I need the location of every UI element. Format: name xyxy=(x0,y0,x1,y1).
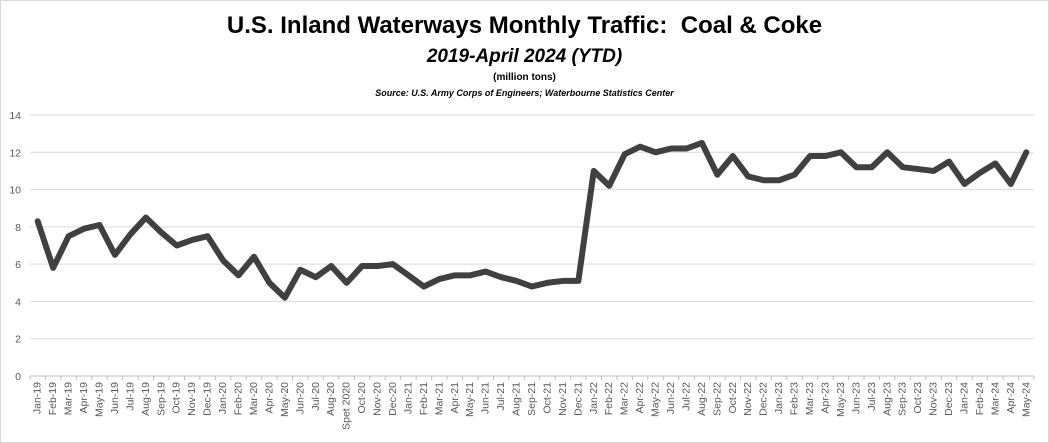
x-tick-label: Jun-19 xyxy=(109,382,121,414)
x-tick-label: Jul-22 xyxy=(680,382,692,411)
x-tick-label: Oct-20 xyxy=(356,382,368,414)
series-line xyxy=(34,139,1030,301)
x-tick-label: Feb-23 xyxy=(789,382,801,415)
y-tick-label: 14 xyxy=(9,110,21,122)
x-tick-label: Apr-23 xyxy=(819,382,831,414)
y-tick-label: 4 xyxy=(15,296,21,308)
y-tick-label: 10 xyxy=(9,185,21,197)
x-tick-label: Jun-21 xyxy=(480,382,492,414)
x-tick-label: May-23 xyxy=(835,382,847,417)
x-tick-label: Nov-23 xyxy=(928,382,940,416)
x-tick-label: Mar-21 xyxy=(433,382,445,415)
x-tick-label: Feb-22 xyxy=(603,382,615,415)
x-tick-label: Jul-20 xyxy=(310,382,322,411)
x-tick-label: Apr-19 xyxy=(78,382,90,414)
x-tick-label: Oct-19 xyxy=(171,382,183,414)
x-tick-label: Mar-19 xyxy=(63,382,75,415)
x-tick-label: Nov-19 xyxy=(186,382,198,416)
x-tick-label: Aug-19 xyxy=(140,382,152,416)
x-tick-label: Jan-20 xyxy=(217,382,229,414)
x-tick-label: May-19 xyxy=(94,382,106,417)
x-tick-label: Sep-19 xyxy=(155,382,167,416)
y-tick-label: 12 xyxy=(9,147,21,159)
x-tick-label: Feb-24 xyxy=(974,382,986,415)
x-tick-label: Nov-21 xyxy=(557,382,569,416)
x-tick-label: Mar-20 xyxy=(248,382,260,415)
x-tick-label: Jun-22 xyxy=(665,382,677,414)
x-tick-label: May-22 xyxy=(650,382,662,417)
x-tick-label: Aug-20 xyxy=(325,382,337,416)
x-tick-label: Aug-22 xyxy=(696,382,708,416)
x-tick-label: Jul-19 xyxy=(124,382,136,411)
x-tick-label: Sep-23 xyxy=(897,382,909,416)
x-tick-label: Aug-23 xyxy=(881,382,893,416)
x-tick-label: Oct-21 xyxy=(541,382,553,414)
x-tick-label: Dec-20 xyxy=(387,382,399,416)
x-tick-label: Feb-20 xyxy=(233,382,245,415)
x-tick-label: Jan-22 xyxy=(588,382,600,414)
x-tick-label: Dec-23 xyxy=(943,382,955,416)
x-tick-label: Sep-22 xyxy=(711,382,723,416)
x-tick-label: Jun-20 xyxy=(294,382,306,414)
x-tick-label: May-21 xyxy=(464,382,476,417)
x-tick-label: Oct-22 xyxy=(727,382,739,414)
x-tick-label: May-20 xyxy=(279,382,291,417)
y-tick-label: 8 xyxy=(15,222,21,234)
y-tick-label: 2 xyxy=(15,334,21,346)
x-tick-label: Jul-21 xyxy=(495,382,507,411)
x-tick-label: Apr-24 xyxy=(1005,382,1017,414)
x-tick-label: Mar-23 xyxy=(804,382,816,415)
x-tick-label: Nov-20 xyxy=(372,382,384,416)
x-tick-label: Dec-22 xyxy=(758,382,770,416)
x-tick-label: Dec-19 xyxy=(202,382,214,416)
x-tick-label: May-24 xyxy=(1020,382,1032,417)
x-tick-label: Apr-21 xyxy=(449,382,461,414)
x-tick-label: Aug-21 xyxy=(511,382,523,416)
x-tick-label: Sep-21 xyxy=(526,382,538,416)
y-tick-label: 6 xyxy=(15,259,21,271)
x-tick-label: Feb-21 xyxy=(418,382,430,415)
source-note: Source: U.S. Army Corps of Engineers; Wa… xyxy=(375,88,674,98)
x-tick-label: Apr-20 xyxy=(263,382,275,414)
chart-title: U.S. Inland Waterways Monthly Traffic: C… xyxy=(226,12,823,39)
x-tick-label: Feb-19 xyxy=(47,382,59,415)
x-tick-label: Apr-22 xyxy=(634,382,646,414)
x-tick-label: Dec-21 xyxy=(572,382,584,416)
units-note: (million tons) xyxy=(493,72,556,83)
x-tick-label: Mar-24 xyxy=(989,382,1001,415)
x-tick-label: Mar-22 xyxy=(619,382,631,415)
x-tick-label: Nov-22 xyxy=(742,382,754,416)
x-tick-label: Jun-23 xyxy=(850,382,862,414)
y-tick-label: 0 xyxy=(15,371,21,383)
x-tick-label: Jan-21 xyxy=(402,382,414,414)
x-tick-label: Jan-24 xyxy=(958,382,970,414)
x-tick-label: Jan-19 xyxy=(32,382,44,414)
chart-subtitle: 2019-April 2024 (YTD) xyxy=(426,46,623,67)
x-tick-label: Jan-23 xyxy=(773,382,785,414)
x-tick-label: Jul-23 xyxy=(866,382,878,411)
x-tick-label: Spet 2020 xyxy=(341,382,353,430)
x-tick-label: Oct-23 xyxy=(912,382,924,414)
